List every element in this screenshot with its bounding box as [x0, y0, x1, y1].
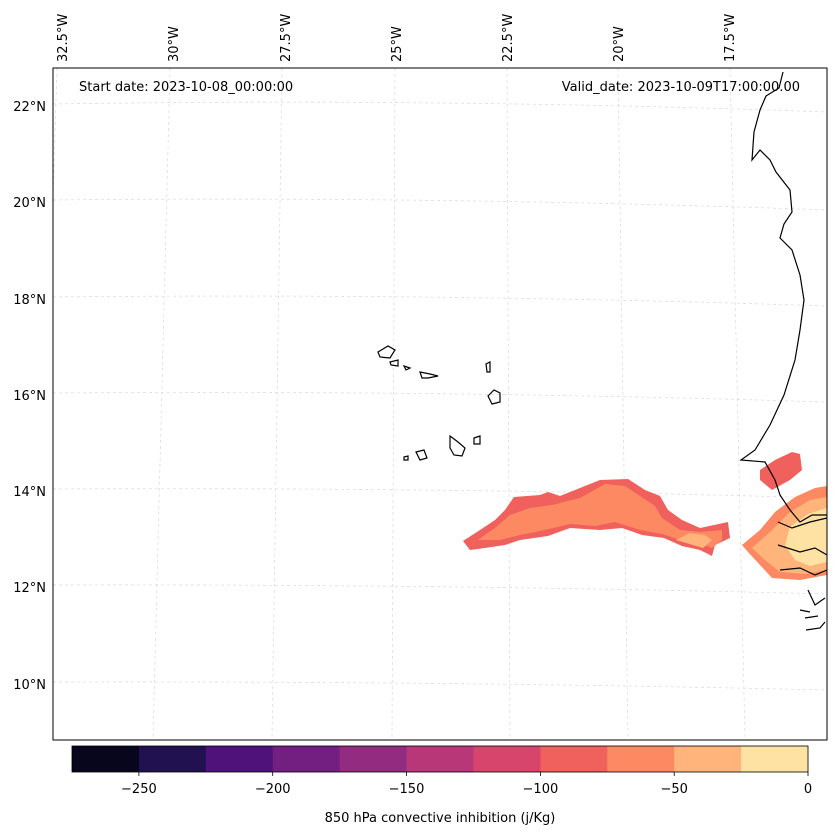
colorbar-swatch — [72, 746, 140, 772]
colorbar-swatches — [72, 746, 809, 772]
lat-label: 16°N — [13, 389, 46, 404]
graticule — [52, 67, 828, 741]
colorbar-swatch — [674, 746, 742, 772]
cin-area-coast-75-50 — [760, 452, 802, 490]
lat-label: 10°N — [13, 678, 46, 693]
lon-label: 17.5°W — [723, 14, 738, 62]
island-sao-nicolau — [419, 371, 439, 379]
cin-area-coast-near-0 — [785, 508, 827, 566]
colorbar-ticks — [138, 772, 809, 776]
colorbar-tick-label: −150 — [389, 782, 425, 797]
colorbar-swatch — [741, 746, 809, 772]
colorbar-tick-label: 0 — [804, 782, 812, 797]
colorbar-swatch — [138, 746, 207, 772]
island-santa-luzia — [402, 364, 412, 371]
lon-label: 32.5°W — [56, 14, 71, 62]
colorbar-frame — [71, 745, 809, 773]
colorbar-tick-label: −100 — [523, 782, 559, 797]
colorbar-swatch — [339, 746, 408, 772]
island-fogo — [415, 449, 428, 461]
cin-area-50-25 — [676, 533, 712, 548]
colorbar-label: 850 hPa convective inhibition (j/Kg) — [325, 811, 556, 826]
latitude-labels: 22°N 20°N 18°N 16°N 14°N 12°N 10°N — [13, 100, 46, 693]
lon-label: 22.5°W — [501, 14, 516, 62]
island-santiago — [449, 434, 466, 457]
map-border — [52, 67, 828, 741]
africa-inland-border — [777, 517, 828, 606]
africa-coast — [739, 71, 827, 523]
colorbar-swatch — [473, 746, 541, 772]
lat-label: 14°N — [13, 485, 46, 500]
island-brava — [403, 455, 409, 461]
colorbar: −250 −200 −150 −100 −50 0 850 hPa convec… — [71, 745, 812, 826]
island-sao-vicente — [389, 359, 399, 367]
colorbar-tick-label: −50 — [660, 782, 687, 797]
lon-label: 27.5°W — [279, 14, 294, 62]
coastlines — [739, 71, 828, 631]
island-maio — [473, 435, 481, 445]
bijagos-islands — [799, 609, 826, 631]
island-sal — [485, 361, 491, 373]
lon-label: 20°W — [612, 26, 627, 62]
lat-label: 18°N — [13, 293, 46, 308]
map-panel — [52, 67, 828, 741]
island-boa-vista — [487, 389, 501, 405]
colorbar-swatch — [272, 746, 341, 772]
start-date-label: Start date: 2023-10-08_00:00:00 — [79, 80, 293, 95]
lat-label: 22°N — [13, 100, 46, 115]
cin-area-75-50 — [478, 484, 722, 548]
colorbar-swatch — [406, 746, 474, 772]
cape-verde-islands — [377, 345, 501, 461]
cin-field — [463, 452, 827, 580]
valid-date-label: Valid_date: 2023-10-09T17:00:00.00 — [562, 80, 800, 95]
colorbar-tick-label: −200 — [255, 782, 291, 797]
map-background — [53, 68, 827, 740]
lon-label: 30°W — [167, 26, 182, 62]
lon-label: 25°W — [390, 26, 405, 62]
lat-label: 12°N — [13, 581, 46, 596]
lat-label: 20°N — [13, 196, 46, 211]
island-santo-antao — [377, 345, 396, 359]
longitude-labels: 32.5°W 30°W 27.5°W 25°W 22.5°W 20°W 17.5… — [56, 14, 738, 62]
colorbar-tick-label: −250 — [121, 782, 157, 797]
colorbar-swatch — [607, 746, 675, 772]
colorbar-swatch — [205, 746, 274, 772]
colorbar-swatch — [540, 746, 608, 772]
